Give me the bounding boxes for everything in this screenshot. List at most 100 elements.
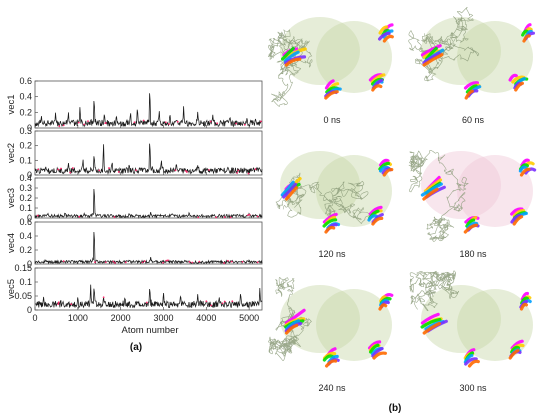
highlight-point: [260, 120, 262, 123]
highlight-point: [117, 171, 120, 173]
plot-frame: [34, 130, 263, 176]
protein-backbone: [268, 29, 313, 107]
highlight-point: [223, 216, 226, 219]
y-tick-label: 0.05: [14, 291, 32, 301]
highlight-point: [124, 261, 127, 264]
trace-vec2: [34, 143, 263, 175]
series-label-vec3: vec3: [6, 188, 17, 208]
motion-tube: [522, 34, 531, 43]
domain-shadow: [421, 285, 501, 353]
highlight-point: [114, 262, 116, 264]
y-tick-label: 0: [27, 305, 32, 315]
highlight-point: [231, 300, 234, 303]
highlight-point: [162, 261, 164, 264]
motion-tube: [464, 357, 478, 366]
x-tick-label: 4000: [196, 313, 216, 323]
domain-shadow: [421, 17, 501, 85]
motion-tube: [379, 158, 390, 167]
protein-snapshot: 180 ns: [408, 150, 537, 259]
motion-tube-cluster: [508, 339, 525, 360]
highlight-point: [205, 300, 208, 303]
motion-tube: [467, 359, 480, 368]
snapshot-caption: 240 ns: [318, 383, 346, 393]
motion-tube-cluster: [367, 205, 384, 226]
motion-tube: [325, 359, 338, 368]
domain-shadow: [457, 155, 533, 227]
x-tick-label: 0: [32, 313, 37, 323]
motion-tube-cluster: [322, 212, 341, 234]
motion-tube: [423, 178, 443, 193]
protein-backbone: [408, 150, 469, 242]
trace-vec5: [35, 284, 263, 309]
highlight-point: [36, 214, 39, 217]
highlight-point: [221, 302, 224, 305]
motion-tube: [369, 343, 380, 354]
y-tick-label: 0.4: [19, 92, 32, 102]
motion-tube: [378, 25, 389, 35]
motion-tube: [371, 84, 383, 92]
highlight-point: [145, 301, 148, 304]
highlight-point: [112, 260, 115, 263]
x-tick-label: 1000: [68, 313, 88, 323]
motion-tube: [510, 339, 524, 350]
motion-tube-cluster: [420, 175, 446, 201]
motion-tube: [284, 57, 302, 67]
motion-tube: [282, 182, 297, 199]
motion-tube-cluster: [378, 23, 394, 43]
protein-snapshot: 0 ns: [268, 17, 394, 125]
panel-b-label: (b): [389, 403, 402, 414]
highlight-point: [243, 123, 246, 126]
y-tick-label: 0.2: [19, 245, 32, 255]
motion-tube-cluster: [378, 293, 394, 311]
highlight-point: [102, 296, 105, 299]
highlight-point: [57, 303, 60, 305]
motion-tube: [512, 208, 526, 218]
motion-tube: [324, 79, 335, 90]
highlight-point: [254, 168, 257, 171]
domain-shadow: [280, 285, 360, 353]
highlight-point: [198, 260, 201, 263]
y-tick-label: 0.4: [19, 173, 32, 183]
motion-tube: [382, 34, 394, 43]
series-label-vec4: vec4: [6, 233, 17, 253]
motion-tube: [465, 218, 476, 228]
motion-tube: [463, 353, 474, 364]
highlight-point: [215, 216, 217, 219]
plot-frame: [34, 267, 263, 311]
panel-a-line-charts: 00.20.40.6vec100.10.20.3vec200.10.20.30.…: [6, 76, 263, 323]
motion-tube: [511, 75, 526, 84]
series-label-vec5: vec5: [6, 279, 17, 299]
motion-tube: [464, 89, 474, 100]
motion-tube-cluster: [508, 73, 529, 92]
y-tick-label: 0: [27, 259, 32, 269]
motion-tube: [378, 303, 388, 311]
motion-tube: [520, 291, 529, 301]
x-tick-label: 2000: [111, 313, 131, 323]
plot-frame: [34, 221, 263, 265]
trace-vec1: [34, 93, 263, 128]
highlight-point: [235, 122, 237, 125]
highlight-point: [184, 169, 187, 172]
motion-tube-cluster: [378, 158, 394, 177]
motion-tube: [519, 167, 531, 177]
highlight-point: [87, 120, 89, 122]
highlight-point: [57, 301, 60, 304]
motion-tube: [322, 212, 338, 224]
panel-b-protein-snapshots: 0 ns 60 ns 120 ns 180 ns 240 ns 300 ns: [268, 6, 537, 393]
motion-tube: [465, 84, 478, 94]
motion-tube-cluster: [368, 340, 387, 360]
highlight-point: [236, 171, 239, 174]
highlight-point: [223, 300, 226, 303]
motion-tube-cluster: [281, 46, 307, 67]
snapshot-caption: 180 ns: [459, 249, 487, 259]
highlight-point: [58, 125, 61, 128]
highlight-point: [69, 171, 72, 174]
motion-tube-cluster: [518, 158, 537, 177]
x-tick-label: 3000: [153, 313, 173, 323]
highlight-point: [70, 303, 73, 306]
highlight-point: [77, 121, 80, 124]
motion-tube-cluster: [324, 79, 342, 100]
